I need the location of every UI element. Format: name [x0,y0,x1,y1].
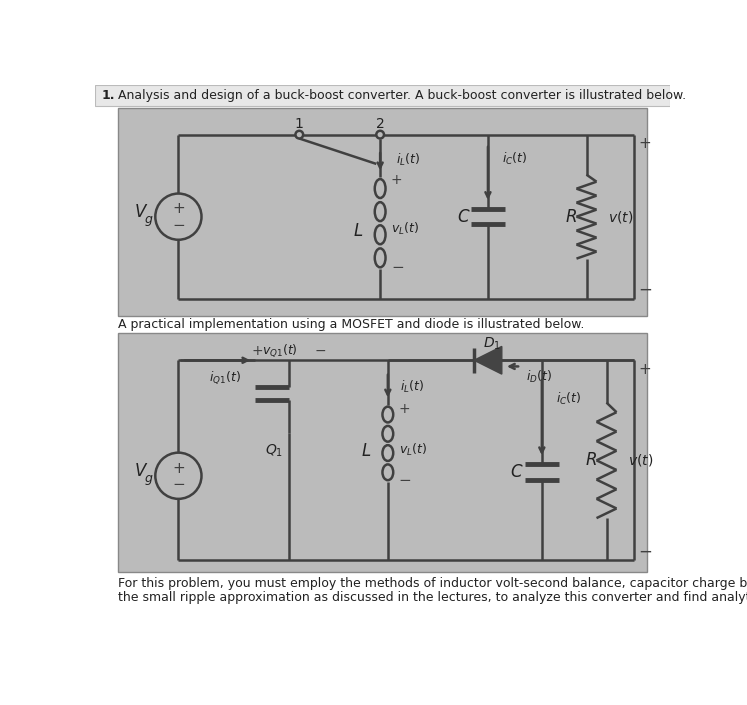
Text: $i_L(t)$: $i_L(t)$ [400,379,424,396]
Text: −: − [172,218,185,233]
Text: For this problem, you must employ the methods of inductor volt-second balance, c: For this problem, you must employ the me… [118,577,747,590]
Text: $V$: $V$ [134,203,149,221]
Text: $v_{Q1}(t)$: $v_{Q1}(t)$ [262,343,298,360]
Text: +: + [639,362,651,377]
Text: $V$: $V$ [134,462,149,480]
Text: $i_L(t)$: $i_L(t)$ [396,152,420,168]
Text: $Q_1$: $Q_1$ [264,442,283,458]
Text: +: + [399,402,410,416]
Bar [118,108,648,316]
Text: −: − [391,260,403,276]
Text: $v_L(t)$: $v_L(t)$ [391,221,419,238]
Circle shape [376,131,384,138]
Text: +: + [172,202,185,216]
Text: $v_L(t)$: $v_L(t)$ [399,441,427,458]
Text: −: − [314,344,326,358]
Text: 2: 2 [376,117,385,131]
Text: $i_D(t)$: $i_D(t)$ [527,369,553,385]
Polygon shape [474,346,502,374]
Text: $L$: $L$ [353,222,364,240]
Text: A practical implementation using a MOSFET and diode is illustrated below.: A practical implementation using a MOSFE… [118,319,585,331]
Text: $i_C(t)$: $i_C(t)$ [502,152,527,167]
Circle shape [296,131,303,138]
Text: +: + [639,136,651,152]
Text: $C$: $C$ [456,208,470,226]
Text: −: − [638,281,652,298]
Text: 1.: 1. [102,89,115,102]
Text: $i_C(t)$: $i_C(t)$ [556,391,581,407]
Text: $R$: $R$ [565,208,577,226]
Circle shape [155,194,202,240]
Bar [118,333,648,572]
Bar [96,85,671,106]
Text: 1: 1 [295,117,304,131]
Text: −: − [638,542,652,560]
Text: $D_1$: $D_1$ [483,335,500,352]
Text: $C$: $C$ [510,463,524,481]
Text: $g$: $g$ [144,214,154,228]
Text: +: + [391,173,403,187]
Text: −: − [399,473,412,488]
Text: $R$: $R$ [585,451,597,470]
Text: $v(t)$: $v(t)$ [608,209,633,225]
Text: $i_{Q1}(t)$: $i_{Q1}(t)$ [209,369,241,386]
Text: the small ripple approximation as discussed in the lectures, to analyze this con: the small ripple approximation as discus… [118,591,747,604]
Circle shape [155,453,202,499]
Text: $v(t)$: $v(t)$ [628,453,654,468]
Text: Analysis and design of a buck-boost converter. A buck-boost converter is illustr: Analysis and design of a buck-boost conv… [110,89,686,102]
Text: +: + [251,344,263,358]
Text: $g$: $g$ [144,472,154,486]
Text: +: + [172,460,185,476]
Text: $L$: $L$ [361,442,371,460]
Text: −: − [172,477,185,491]
